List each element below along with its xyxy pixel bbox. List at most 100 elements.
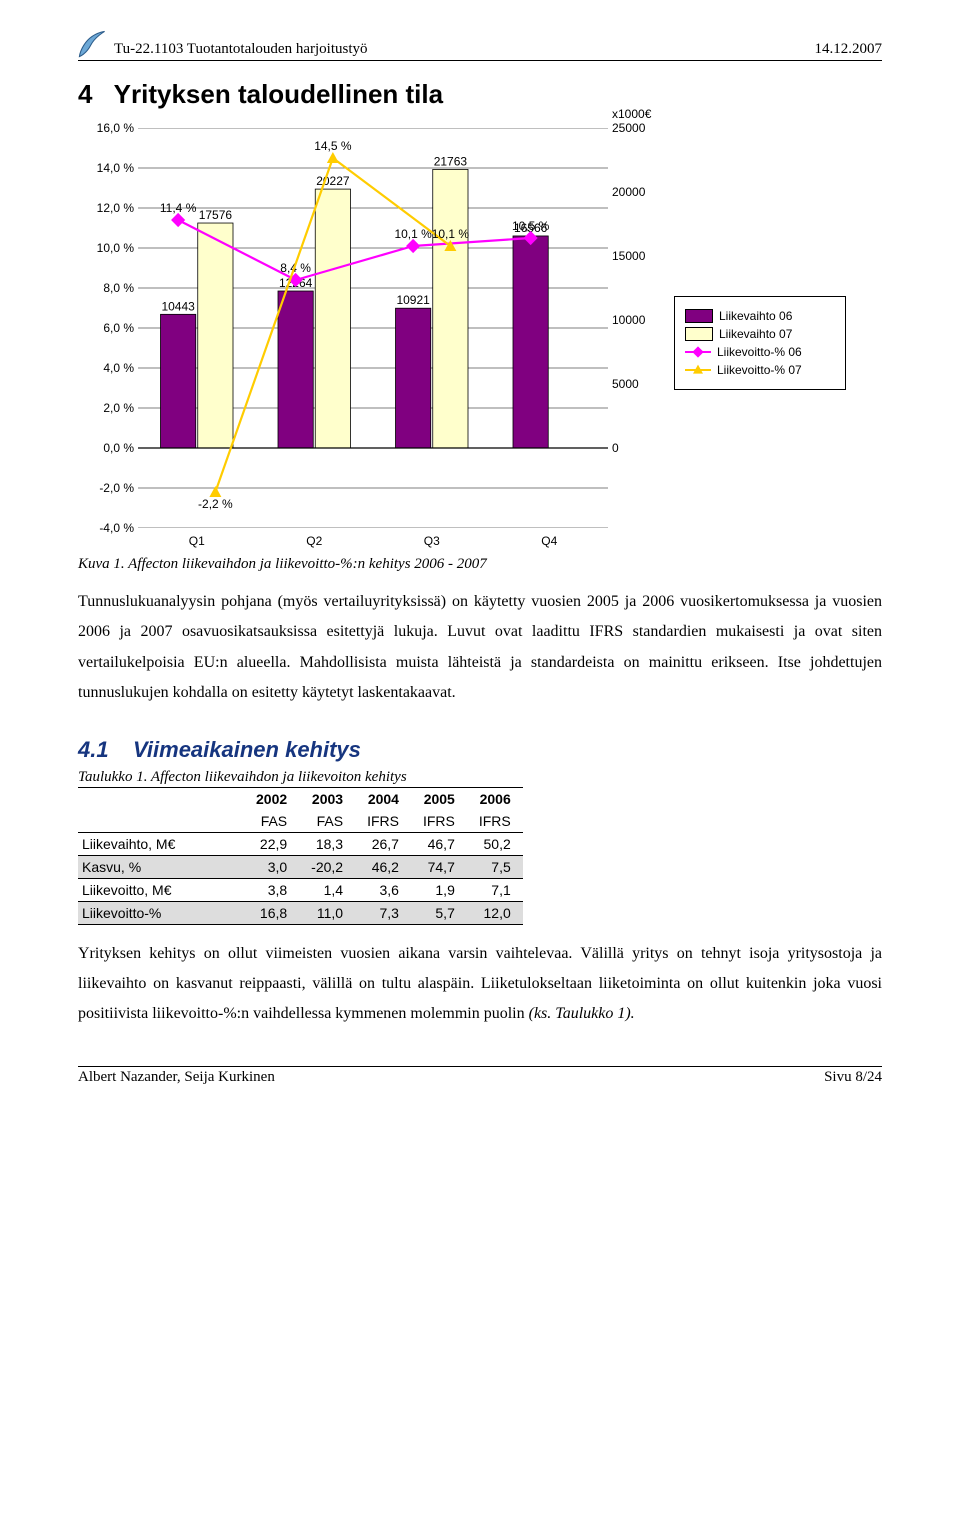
legend-line bbox=[685, 369, 711, 371]
table-cell: 16,8 bbox=[244, 901, 299, 924]
table-row: Liikevaihto, M€22,918,326,746,750,2 bbox=[78, 832, 523, 855]
chart-caption: Kuva 1. Affecton liikevaihdon ja liikevo… bbox=[78, 556, 882, 573]
y-tick-left: 12,0 % bbox=[97, 201, 134, 215]
table-header-basis: IFRS bbox=[355, 810, 411, 833]
diamond-marker-icon bbox=[692, 346, 703, 357]
inline-reference: (ks. Taulukko 1). bbox=[529, 1005, 635, 1022]
table-row-label: Liikevaihto, M€ bbox=[78, 832, 244, 855]
financial-table: 20022003200420052006FASFASIFRSIFRSIFRS L… bbox=[78, 787, 523, 925]
subsection-number: 4.1 bbox=[78, 737, 109, 762]
y-tick-left: 0,0 % bbox=[103, 441, 134, 455]
table-cell: 5,7 bbox=[411, 901, 467, 924]
y-axis-right-title: x1000€ bbox=[612, 107, 651, 121]
y-tick-right: 15000 bbox=[612, 249, 645, 263]
legend-row: Liikevaihto 07 bbox=[685, 327, 835, 341]
table-header-year: 2005 bbox=[411, 787, 467, 810]
table-cell: 11,0 bbox=[299, 901, 355, 924]
footer-authors: Albert Nazander, Seija Kurkinen bbox=[78, 1069, 275, 1086]
table-row: Kasvu, %3,0-20,246,274,77,5 bbox=[78, 855, 523, 878]
y-tick-left: 14,0 % bbox=[97, 161, 134, 175]
table-header-basis: FAS bbox=[244, 810, 299, 833]
header-course: Tu-22.1103 Tuotantotalouden harjoitustyö bbox=[114, 41, 368, 58]
table-cell: 3,8 bbox=[244, 878, 299, 901]
table-cell: 1,4 bbox=[299, 878, 355, 901]
table-header-year: 2002 bbox=[244, 787, 299, 810]
table-cell: 3,0 bbox=[244, 855, 299, 878]
y-tick-left: 4,0 % bbox=[103, 361, 134, 375]
y-tick-right: 0 bbox=[612, 441, 619, 455]
y-tick-left: 2,0 % bbox=[103, 401, 134, 415]
y-tick-right: 20000 bbox=[612, 185, 645, 199]
triangle-marker-icon bbox=[693, 365, 703, 374]
y-tick-left: -4,0 % bbox=[99, 521, 134, 535]
chart-svg: 1044312264109211656617576202272176311,4 … bbox=[138, 128, 608, 528]
svg-text:14,5 %: 14,5 % bbox=[314, 139, 352, 153]
legend-swatch bbox=[685, 327, 713, 341]
chart-y-axis-right: x1000€0500010000150002000025000 bbox=[608, 128, 668, 528]
table-cell: 50,2 bbox=[467, 832, 523, 855]
svg-text:17576: 17576 bbox=[199, 208, 233, 222]
table-cell: 3,6 bbox=[355, 878, 411, 901]
svg-text:10,1 %: 10,1 % bbox=[432, 227, 470, 241]
table-row-label: Kasvu, % bbox=[78, 855, 244, 878]
legend-row: Liikevaihto 06 bbox=[685, 309, 835, 323]
table-caption: Taulukko 1. Affecton liikevaihdon ja lii… bbox=[78, 769, 882, 786]
table-header-basis: FAS bbox=[299, 810, 355, 833]
table-cell: 46,7 bbox=[411, 832, 467, 855]
table-cell: -20,2 bbox=[299, 855, 355, 878]
table-cell: 7,1 bbox=[467, 878, 523, 901]
chart-plot-area: 1044312264109211656617576202272176311,4 … bbox=[138, 128, 608, 528]
table-cell: 46,2 bbox=[355, 855, 411, 878]
x-tick: Q1 bbox=[138, 534, 256, 548]
y-tick-left: 10,0 % bbox=[97, 241, 134, 255]
table-cell: 7,5 bbox=[467, 855, 523, 878]
header-date: 14.12.2007 bbox=[815, 41, 883, 58]
table-cell: 1,9 bbox=[411, 878, 467, 901]
chart-legend: Liikevaihto 06 Liikevaihto 07 Liikevoitto-… bbox=[674, 296, 846, 390]
table-cell: 18,3 bbox=[299, 832, 355, 855]
legend-label: Liikevoitto-% 07 bbox=[717, 363, 802, 377]
x-tick: Q2 bbox=[256, 534, 374, 548]
table-row-label: Liikevoitto-% bbox=[78, 901, 244, 924]
table-cell: 12,0 bbox=[467, 901, 523, 924]
table-row: Liikevoitto, M€3,81,43,61,97,1 bbox=[78, 878, 523, 901]
footer-page: Sivu 8/24 bbox=[824, 1069, 882, 1086]
y-tick-right: 25000 bbox=[612, 121, 645, 135]
table-cell: 26,7 bbox=[355, 832, 411, 855]
table-header-basis: IFRS bbox=[411, 810, 467, 833]
page-header: Tu-22.1103 Tuotantotalouden harjoitustyö… bbox=[78, 30, 882, 61]
table-cell: 74,7 bbox=[411, 855, 467, 878]
table-body: Liikevaihto, M€22,918,326,746,750,2Kasvu… bbox=[78, 832, 523, 924]
svg-text:10443: 10443 bbox=[161, 299, 195, 313]
section-heading: 4 Yrityksen taloudellinen tila bbox=[78, 79, 882, 110]
chart-y-axis-left: -4,0 %-2,0 %0,0 %2,0 %4,0 %6,0 %8,0 %10,… bbox=[78, 128, 138, 528]
revenue-profit-chart: -4,0 %-2,0 %0,0 %2,0 %4,0 %6,0 %8,0 %10,… bbox=[78, 128, 882, 528]
table-header-year: 2003 bbox=[299, 787, 355, 810]
legend-row: Liikevoitto-% 06 bbox=[685, 345, 835, 359]
page-footer: Albert Nazander, Seija Kurkinen Sivu 8/2… bbox=[78, 1066, 882, 1086]
y-tick-right: 10000 bbox=[612, 313, 645, 327]
y-tick-left: 16,0 % bbox=[97, 121, 134, 135]
legend-label: Liikevaihto 07 bbox=[719, 327, 792, 341]
subsection-heading: 4.1 Viimeaikainen kehitys bbox=[78, 737, 882, 763]
section-number: 4 bbox=[78, 79, 92, 109]
x-tick: Q3 bbox=[373, 534, 491, 548]
svg-text:-2,2 %: -2,2 % bbox=[198, 497, 233, 511]
legend-line bbox=[685, 351, 711, 353]
body-paragraph-1: Tunnuslukuanalyysin pohjana (myös vertai… bbox=[78, 587, 882, 709]
logo-icon bbox=[78, 30, 106, 58]
y-tick-left: 8,0 % bbox=[103, 281, 134, 295]
legend-label: Liikevaihto 06 bbox=[719, 309, 792, 323]
x-tick: Q4 bbox=[491, 534, 609, 548]
table-row-label: Liikevoitto, M€ bbox=[78, 878, 244, 901]
table-cell: 7,3 bbox=[355, 901, 411, 924]
svg-text:10921: 10921 bbox=[396, 293, 430, 307]
subsection-title: Viimeaikainen kehitys bbox=[133, 737, 361, 762]
y-tick-left: -2,0 % bbox=[99, 481, 134, 495]
svg-text:10,5 %: 10,5 % bbox=[512, 219, 550, 233]
legend-label: Liikevoitto-% 06 bbox=[717, 345, 802, 359]
table-row: Liikevoitto-%16,811,07,35,712,0 bbox=[78, 901, 523, 924]
table-cell: 22,9 bbox=[244, 832, 299, 855]
table-head: 20022003200420052006FASFASIFRSIFRSIFRS bbox=[78, 787, 523, 832]
y-tick-left: 6,0 % bbox=[103, 321, 134, 335]
